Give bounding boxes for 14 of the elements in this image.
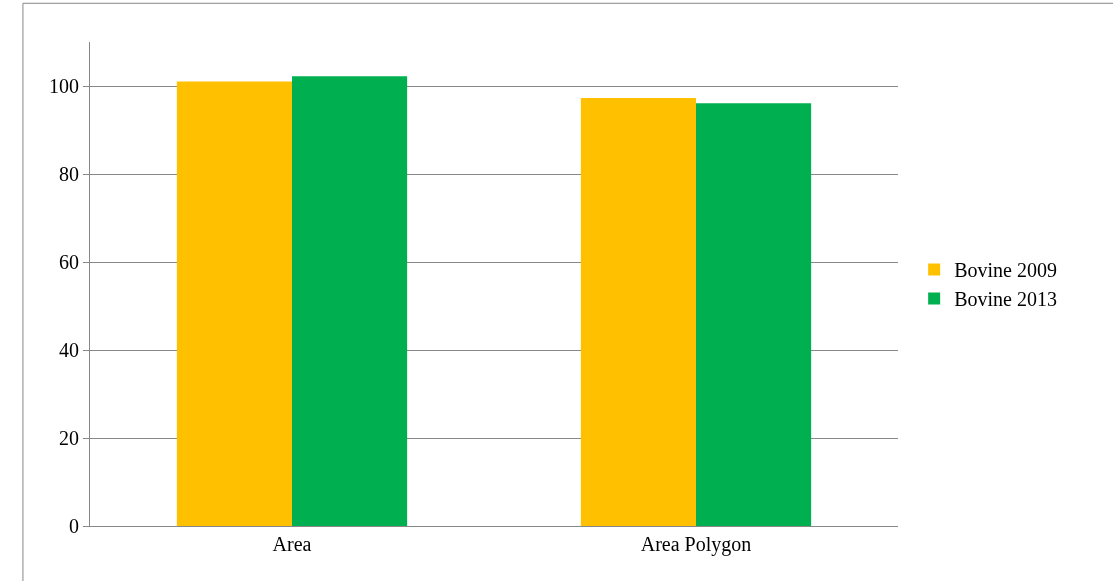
bar [696,103,812,526]
y-tick-label: 0 [69,515,79,537]
x-tick-label: Area [272,533,312,555]
y-tick-label: 20 [59,427,79,449]
y-tick-label: 100 [49,75,79,97]
x-tick-label: Area Polygon [640,533,752,556]
legend-label: Bovine 2009 [954,259,1057,282]
y-tick-label: 80 [59,163,79,185]
y-tick-label: 60 [59,251,79,273]
bar [580,97,696,526]
legend-label: Bovine 2013 [954,288,1057,311]
y-tick-label: 40 [59,339,79,361]
bar [176,81,292,526]
bar [292,76,408,526]
